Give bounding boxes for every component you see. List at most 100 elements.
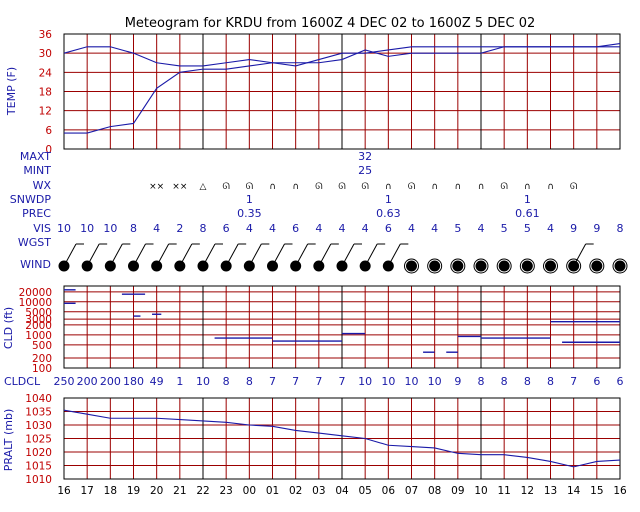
data-value: 4 bbox=[315, 222, 322, 235]
cloud-cover-value: 10 bbox=[428, 375, 442, 388]
y-tick-label: 6 bbox=[45, 125, 52, 137]
wind-station-ring bbox=[496, 258, 512, 274]
cloud-cover-value: 8 bbox=[547, 375, 554, 388]
wind-station-circle bbox=[521, 260, 533, 272]
weather-symbol: ∩ bbox=[478, 182, 485, 192]
cloud-cover-value: 49 bbox=[150, 375, 164, 388]
row-label-vis: VIS bbox=[33, 222, 51, 235]
data-value: 8 bbox=[617, 222, 624, 235]
cloud-cover-value: 200 bbox=[77, 375, 98, 388]
y-axis-label: CLD (ft) bbox=[2, 307, 15, 349]
weather-symbol: ∩ bbox=[547, 182, 554, 192]
weather-symbol: ᘏ bbox=[408, 182, 416, 192]
x-tick-label: 02 bbox=[289, 485, 302, 497]
y-tick-label: 24 bbox=[39, 67, 53, 79]
x-tick-label: 03 bbox=[312, 485, 325, 497]
cloud-cover-value: 7 bbox=[269, 375, 276, 388]
x-tick-label: 06 bbox=[382, 485, 396, 497]
wind-station-circle bbox=[243, 260, 255, 272]
data-value: 1 bbox=[385, 193, 392, 206]
data-value: 4 bbox=[408, 222, 415, 235]
wind-station-circle bbox=[313, 260, 325, 272]
wind-station-circle bbox=[475, 260, 487, 272]
x-tick-label: 07 bbox=[405, 485, 418, 497]
data-value: 8 bbox=[130, 222, 137, 235]
x-tick-label: 08 bbox=[428, 485, 441, 497]
cloud-cover-value: 8 bbox=[223, 375, 230, 388]
y-tick-label: 18 bbox=[39, 87, 52, 99]
row-label-cldcl: CLDCL bbox=[4, 375, 41, 388]
wind-station-circle bbox=[591, 260, 603, 272]
weather-symbol: ∩ bbox=[269, 182, 276, 192]
y-tick-label: 36 bbox=[39, 29, 53, 41]
weather-symbol: ᘏ bbox=[570, 182, 578, 192]
x-tick-label: 10 bbox=[474, 485, 487, 497]
weather-symbol: △ bbox=[200, 182, 207, 192]
data-value: 4 bbox=[339, 222, 346, 235]
row-label-maxt: MAXT bbox=[20, 150, 51, 163]
pressure-series-line bbox=[63, 409, 621, 468]
wind-station-circle bbox=[197, 260, 209, 272]
wind-station-circle bbox=[545, 260, 556, 272]
row-label-wx: WX bbox=[33, 179, 52, 192]
cloud-cover-value: 6 bbox=[593, 375, 600, 388]
data-value: 10 bbox=[103, 222, 117, 235]
wind-station-circle bbox=[382, 260, 394, 272]
wind-station-circle bbox=[58, 260, 70, 272]
y-tick-label: 3000 bbox=[25, 314, 52, 326]
weather-symbol: ∩ bbox=[524, 182, 531, 192]
temperature-panel: 0 6 12 18 24 30 36 TEMP (F) bbox=[5, 29, 621, 156]
wind-station-circle bbox=[267, 260, 278, 272]
cloud-cover-value: 7 bbox=[339, 375, 346, 388]
cloud-cover-value: 10 bbox=[358, 375, 372, 388]
y-tick-label: 1030 bbox=[25, 420, 52, 432]
data-value: 4 bbox=[269, 222, 276, 235]
y-axis-label: PRALT (mb) bbox=[2, 409, 15, 471]
x-tick-label: 15 bbox=[590, 485, 603, 497]
x-tick-label: 21 bbox=[173, 485, 186, 497]
panel-frame bbox=[63, 397, 621, 480]
wind-station-circle bbox=[406, 260, 417, 272]
x-tick-label: 09 bbox=[451, 485, 464, 497]
data-value: 10 bbox=[57, 222, 71, 235]
wind-station-circle bbox=[290, 260, 302, 272]
temperature-series-line bbox=[64, 46, 620, 134]
data-value: 1 bbox=[524, 193, 531, 206]
y-tick-label: 20000 bbox=[19, 287, 52, 299]
x-tick-label: 01 bbox=[266, 485, 279, 497]
cloud-cover-value: 200 bbox=[100, 375, 121, 388]
cloud-cover-value: 10 bbox=[405, 375, 419, 388]
wind-station-circle bbox=[498, 260, 510, 272]
cloud-cover-value: 8 bbox=[524, 375, 531, 388]
wind-station-ring bbox=[450, 258, 466, 274]
cloud-cover-value: 9 bbox=[454, 375, 461, 388]
data-value: 6 bbox=[292, 222, 299, 235]
cloud-cover-value: 10 bbox=[196, 375, 210, 388]
row-label-mint: MINT bbox=[23, 164, 51, 177]
y-axis-label: TEMP (F) bbox=[5, 67, 18, 116]
x-tick-label: 16 bbox=[613, 485, 627, 497]
cloud-cover-value: 7 bbox=[315, 375, 322, 388]
x-tick-label: 13 bbox=[544, 485, 557, 497]
data-value: 9 bbox=[593, 222, 600, 235]
y-tick-label: 1035 bbox=[25, 407, 52, 419]
chart-title: Meteogram for KRDU from 1600Z 4 DEC 02 t… bbox=[125, 16, 536, 31]
data-value: 4 bbox=[478, 222, 485, 235]
wind-station-circle bbox=[568, 260, 580, 272]
cloud-cover-value: 8 bbox=[501, 375, 508, 388]
weather-symbol: ∩ bbox=[385, 182, 392, 192]
data-value: 4 bbox=[153, 222, 160, 235]
y-tick-label: 1025 bbox=[25, 434, 52, 446]
data-value: 5 bbox=[454, 222, 461, 235]
data-value: 6 bbox=[385, 222, 392, 235]
data-value: 1 bbox=[246, 193, 253, 206]
x-tick-label: 18 bbox=[104, 485, 117, 497]
wind-station-circle bbox=[220, 260, 232, 272]
panel-frame bbox=[63, 33, 621, 150]
x-tick-label: 04 bbox=[335, 485, 349, 497]
wind-station-circle bbox=[174, 260, 186, 272]
cloud-cover-value: 7 bbox=[292, 375, 299, 388]
data-value: 25 bbox=[358, 164, 372, 177]
